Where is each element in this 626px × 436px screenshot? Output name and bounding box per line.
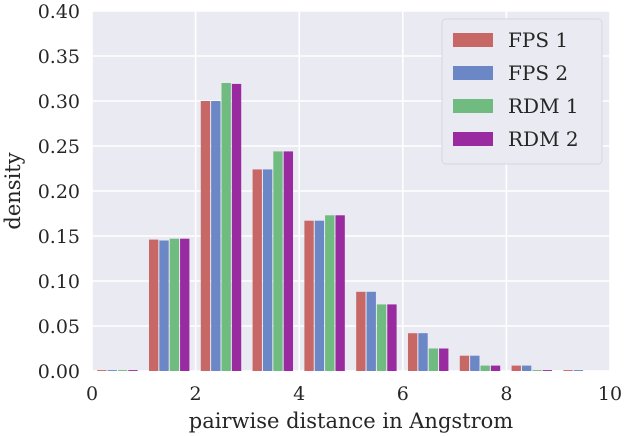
bar-fps-1 xyxy=(253,169,262,371)
x-tick-label: 8 xyxy=(500,383,512,405)
bar-rdm-2 xyxy=(232,84,241,371)
bar-rdm-2 xyxy=(284,151,293,371)
legend-label: RDM 2 xyxy=(508,127,579,151)
bar-fps-1 xyxy=(460,356,469,371)
x-tick-label: 2 xyxy=(190,383,202,405)
bar-fps-2 xyxy=(211,101,220,371)
bar-fps-2 xyxy=(263,169,272,371)
bar-rdm-2 xyxy=(491,366,500,371)
bar-fps-2 xyxy=(108,370,117,371)
legend-swatch xyxy=(453,33,493,47)
y-tick-label: 0.00 xyxy=(38,361,80,383)
bar-rdm-1 xyxy=(532,370,541,371)
x-tick-label: 0 xyxy=(86,383,98,405)
x-tick-label: 10 xyxy=(598,383,622,405)
y-tick-label: 0.15 xyxy=(38,226,80,248)
bar-rdm-1 xyxy=(273,151,282,371)
bar-fps-2 xyxy=(418,333,427,371)
bar-fps-1 xyxy=(563,370,572,371)
bar-fps-2 xyxy=(159,241,168,372)
y-tick-label: 0.30 xyxy=(38,91,80,113)
bar-rdm-1 xyxy=(377,304,386,371)
bar-rdm-2 xyxy=(387,304,396,371)
bar-fps-1 xyxy=(201,101,210,371)
y-tick-label: 0.25 xyxy=(38,136,80,158)
bar-rdm-1 xyxy=(170,239,179,371)
y-tick-label: 0.35 xyxy=(38,46,80,68)
bar-fps-1 xyxy=(408,333,417,371)
bar-rdm-2 xyxy=(180,239,189,371)
x-tick-labels: 0 2 4 6 8 10 xyxy=(86,383,622,405)
bar-fps-1 xyxy=(356,292,365,371)
bar-fps-1 xyxy=(97,370,106,371)
y-axis-label: density xyxy=(1,152,25,229)
bar-rdm-2 xyxy=(543,370,552,371)
bar-fps-2 xyxy=(367,292,376,371)
y-tick-label: 0.40 xyxy=(38,1,80,23)
y-tick-labels: 0.00 0.05 0.10 0.15 0.20 0.25 0.30 0.35 0.40 xyxy=(38,1,80,383)
bar-fps-2 xyxy=(522,366,531,371)
bar-rdm-1 xyxy=(222,83,231,371)
bar-rdm-1 xyxy=(325,215,334,371)
bar-fps-1 xyxy=(304,221,313,371)
bar-rdm-2 xyxy=(335,215,344,371)
x-tick-label: 6 xyxy=(397,383,409,405)
x-tick-label: 4 xyxy=(293,383,305,405)
y-tick-label: 0.05 xyxy=(38,316,80,338)
legend-swatch xyxy=(453,66,493,80)
legend: FPS 1 FPS 2 RDM 1 RDM 2 xyxy=(442,19,602,164)
bar-rdm-2 xyxy=(439,349,448,372)
bar-fps-1 xyxy=(512,366,521,371)
legend-swatch xyxy=(453,132,493,146)
legend-label: FPS 2 xyxy=(508,61,568,85)
x-axis-label: pairwise distance in Angstrom xyxy=(189,409,514,433)
legend-label: RDM 1 xyxy=(508,94,579,118)
y-tick-label: 0.10 xyxy=(38,271,80,293)
bar-fps-1 xyxy=(149,240,158,371)
y-tick-label: 0.20 xyxy=(38,181,80,203)
bar-fps-2 xyxy=(470,356,479,371)
legend-swatch xyxy=(453,99,493,113)
bar-rdm-2 xyxy=(128,370,137,371)
bar-rdm-1 xyxy=(118,370,127,371)
bar-rdm-1 xyxy=(429,349,438,372)
bar-fps-2 xyxy=(574,370,583,371)
legend-label: FPS 1 xyxy=(508,28,568,52)
bar-rdm-1 xyxy=(481,366,490,371)
bar-fps-2 xyxy=(315,221,324,371)
